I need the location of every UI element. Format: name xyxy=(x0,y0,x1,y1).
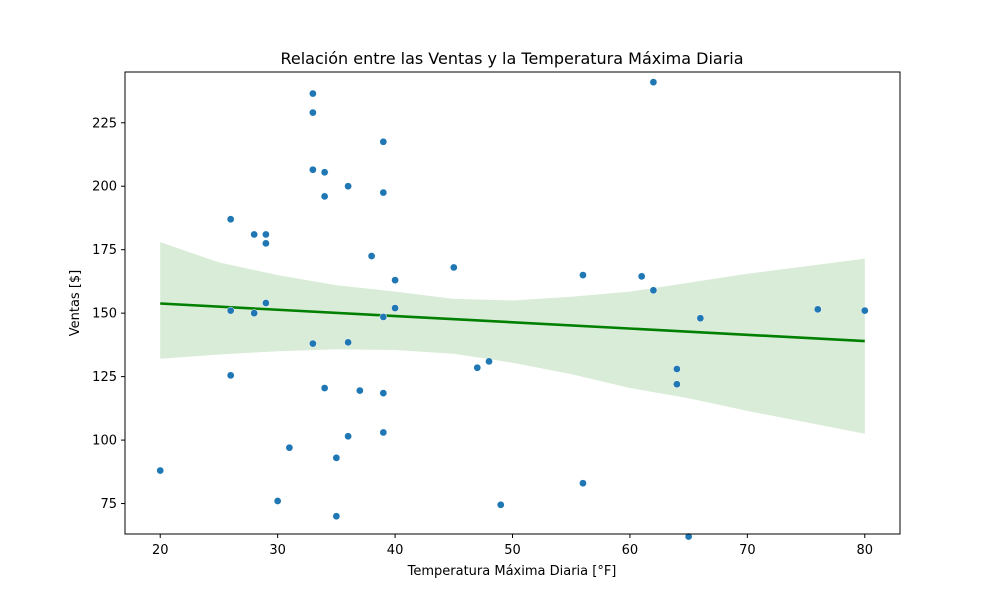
confidence-band-layer xyxy=(160,242,865,434)
confidence-band xyxy=(160,242,865,434)
data-point xyxy=(320,168,329,177)
y-tick-label: 175 xyxy=(92,243,117,258)
data-point xyxy=(285,443,294,452)
data-point xyxy=(226,306,235,315)
data-point xyxy=(273,497,282,505)
x-axis-label: Temperatura Máxima Diaria [°F] xyxy=(407,564,617,579)
data-point xyxy=(309,339,317,348)
data-point xyxy=(309,108,317,117)
data-point xyxy=(320,384,329,392)
x-axis-ticks: 20 30 40 50 60 70 80 xyxy=(152,534,873,558)
chart-title: Relación entre las Ventas y la Temperatu… xyxy=(280,49,743,68)
data-point xyxy=(684,532,693,541)
data-point xyxy=(262,299,270,307)
data-point xyxy=(344,182,352,191)
data-point xyxy=(309,89,317,98)
y-tick-label: 150 xyxy=(92,307,117,322)
y-tick-label: 125 xyxy=(92,370,117,385)
y-tick-label: 100 xyxy=(92,434,117,449)
data-point xyxy=(344,338,352,347)
data-point xyxy=(673,380,681,389)
data-point xyxy=(496,500,505,509)
data-points-layer xyxy=(156,78,869,541)
data-point xyxy=(309,165,317,174)
data-point xyxy=(262,239,270,248)
data-point xyxy=(226,371,235,380)
data-point xyxy=(813,305,822,314)
x-tick-label: 40 xyxy=(387,543,404,558)
x-tick-label: 30 xyxy=(269,543,286,558)
x-tick-label: 70 xyxy=(739,543,756,558)
data-point xyxy=(367,252,376,260)
x-tick-label: 80 xyxy=(856,543,873,558)
data-point xyxy=(226,215,235,224)
data-point xyxy=(262,230,270,239)
data-point xyxy=(379,137,388,146)
data-point xyxy=(579,271,587,279)
y-axis-ticks: 75 100 125 150 175 200 225 xyxy=(92,116,125,512)
data-point xyxy=(391,304,399,312)
data-point xyxy=(696,314,705,323)
data-point xyxy=(355,386,364,395)
data-point xyxy=(579,479,587,488)
data-point xyxy=(637,272,646,281)
x-tick-label: 20 xyxy=(152,543,169,558)
data-point xyxy=(379,188,388,197)
data-point xyxy=(332,453,341,462)
x-tick-label: 50 xyxy=(504,543,521,558)
data-point xyxy=(449,263,458,272)
data-point xyxy=(344,432,352,441)
plot-area xyxy=(124,71,901,541)
data-point xyxy=(320,192,329,201)
y-tick-label: 200 xyxy=(92,180,117,195)
data-point xyxy=(473,363,482,372)
data-point xyxy=(250,309,259,318)
regression-line xyxy=(160,302,865,343)
data-point xyxy=(673,365,681,373)
y-tick-label: 225 xyxy=(92,116,117,131)
data-point xyxy=(250,230,259,239)
y-tick-label: 75 xyxy=(100,497,117,512)
data-point xyxy=(379,428,388,437)
data-point xyxy=(156,466,165,475)
data-point xyxy=(485,357,493,366)
x-tick-label: 60 xyxy=(622,543,639,558)
y-axis-label: Ventas [$] xyxy=(68,270,83,337)
data-point xyxy=(332,512,341,521)
data-point xyxy=(391,276,399,285)
data-point xyxy=(649,286,658,295)
data-point xyxy=(379,389,388,397)
data-point xyxy=(379,313,388,321)
data-point xyxy=(649,78,658,87)
regression-line-layer xyxy=(160,302,865,343)
data-point xyxy=(860,306,869,315)
